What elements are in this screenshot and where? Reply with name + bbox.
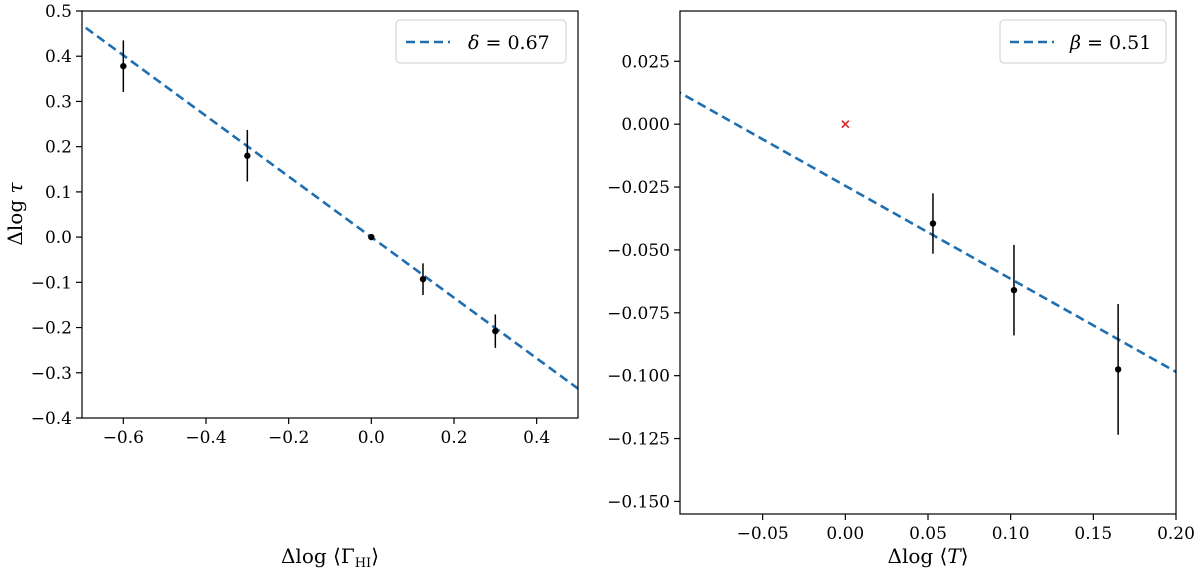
left-fit-line	[82, 23, 578, 391]
left-y-tick-label: 0.0	[45, 228, 72, 248]
right-ticks: −0.05 0.00 0.05 0.10 0.15 0.20 −0.150 −0.125 −0.…	[607, 52, 1195, 544]
left-data-point	[492, 327, 499, 335]
left-y-tick-label: 0.1	[45, 183, 72, 203]
right-x-tick-label: 0.20	[1157, 524, 1195, 544]
left-y-tick-label: 0.3	[45, 92, 72, 112]
left-x-tick-label: 0.4	[523, 428, 550, 448]
right-x-axis-label: Δlog ⟨T⟩	[888, 544, 969, 568]
left-x-tick-label: 0.0	[358, 428, 385, 448]
left-x-tick-label: 0.2	[440, 428, 467, 448]
right-legend: β = 0.51	[999, 19, 1167, 64]
left-panel: −0.6 −0.4 −0.2 0.0 0.2 0.4 −0.4 −0.3 −0.2 −0.1 0.0…	[3, 2, 579, 571]
right-x-tick-label: 0.10	[992, 524, 1030, 544]
left-data-point	[120, 62, 127, 70]
left-data-point	[368, 233, 375, 241]
left-legend: δ = 0.67	[395, 19, 567, 64]
right-x-tick-label: 0.00	[826, 524, 864, 544]
left-y-tick-label: −0.1	[31, 273, 72, 293]
left-y-tick-label: 0.4	[45, 47, 72, 67]
left-y-axis-label: Δlog τ	[3, 182, 27, 246]
right-y-tick-label: −0.025	[607, 178, 670, 198]
left-x-axis-label: Δlog ⟨ΓHI⟩	[281, 544, 379, 571]
right-reference-x-marker	[841, 120, 850, 129]
right-y-tick-label: 0.000	[621, 115, 670, 135]
right-x-tick-label: 0.15	[1074, 524, 1112, 544]
right-panel: −0.05 0.00 0.05 0.10 0.15 0.20 −0.150 −0.125 −0.…	[607, 10, 1195, 568]
right-legend-box	[999, 19, 1167, 64]
right-y-tick-label: 0.025	[621, 52, 670, 72]
right-fit-line	[680, 91, 1176, 374]
left-data-point	[244, 152, 251, 159]
left-legend-box	[395, 19, 567, 64]
right-data-point	[1114, 366, 1122, 373]
left-y-tick-label: −0.2	[31, 319, 72, 339]
left-data-point	[419, 275, 427, 283]
right-y-tick-label: −0.125	[607, 430, 670, 450]
right-data-point	[929, 220, 937, 227]
right-legend-label: β = 0.51	[1069, 32, 1151, 54]
right-x-tick-label: 0.05	[909, 524, 947, 544]
right-plot-area	[680, 91, 1176, 435]
left-plot-area	[82, 23, 578, 391]
left-x-tick-label: −0.4	[185, 428, 226, 448]
right-x-tick-label: −0.05	[737, 524, 789, 544]
left-x-tick-label: −0.6	[103, 428, 144, 448]
left-y-tick-label: −0.4	[31, 409, 72, 429]
right-axes-frame	[679, 10, 1177, 515]
left-legend-label: δ = 0.67	[468, 32, 550, 54]
left-ticks: −0.6 −0.4 −0.2 0.0 0.2 0.4 −0.4 −0.3 −0.2 −0.1 0.0…	[31, 2, 550, 448]
right-y-tick-label: −0.100	[607, 367, 670, 387]
left-axes-frame	[81, 10, 579, 419]
left-y-tick-label: 0.5	[45, 2, 72, 22]
right-y-tick-label: −0.150	[607, 492, 670, 512]
left-x-tick-label: −0.2	[268, 428, 309, 448]
right-data-point	[1010, 286, 1018, 294]
right-y-tick-label: −0.050	[607, 241, 670, 261]
left-y-tick-label: 0.2	[45, 138, 72, 158]
left-y-tick-label: −0.3	[31, 364, 72, 384]
right-y-tick-label: −0.075	[607, 304, 670, 324]
